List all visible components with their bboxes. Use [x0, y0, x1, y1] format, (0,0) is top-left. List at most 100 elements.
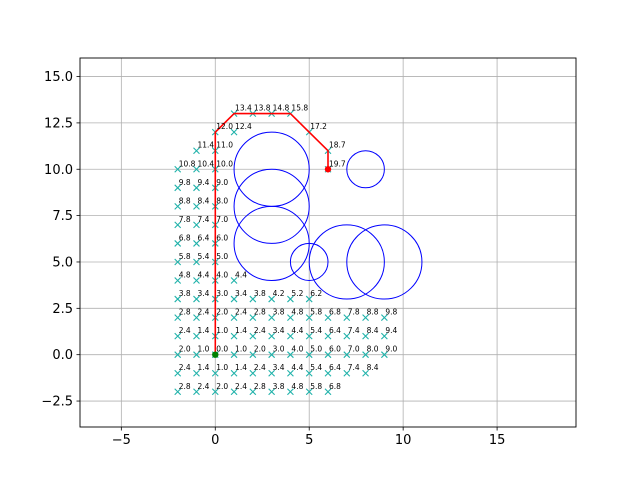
node-cost-label: 17.2 [310, 122, 327, 131]
node-marker [343, 351, 351, 359]
node-marker [380, 351, 388, 359]
node-marker [174, 388, 182, 396]
node-cost-label: 2.8 [254, 382, 266, 391]
node-cost-label: 8.4 [367, 326, 379, 335]
node-marker [287, 351, 294, 359]
node-marker [193, 295, 200, 303]
node-marker [230, 388, 238, 396]
node-cost-label: 3.8 [179, 289, 191, 298]
node-cost-label: 5.8 [179, 252, 191, 261]
node-marker [249, 295, 257, 303]
node-cost-label: 4.4 [291, 363, 303, 372]
node-cost-label: 6.4 [329, 326, 341, 335]
node-marker [305, 295, 313, 303]
node-marker [193, 258, 200, 266]
node-marker [193, 184, 200, 192]
node-cost-label: 9.8 [385, 308, 397, 317]
path-line [214, 112, 329, 355]
node-marker [268, 388, 276, 396]
planned-path [214, 112, 329, 355]
obstacle-circles [233, 131, 423, 300]
node-cost-label: 18.7 [329, 141, 346, 150]
node-marker [287, 369, 294, 377]
node-cost-label: 9.4 [197, 178, 209, 187]
y-tick-label: 7.5 [52, 209, 73, 224]
node-cost-label: 1.4 [235, 326, 247, 335]
node-cost-label: 12.4 [235, 122, 252, 131]
node-cost-label: 11.4 [197, 141, 214, 150]
start-goal-markers [212, 166, 332, 358]
node-cost-label: 0.0 [216, 345, 228, 354]
node-marker [230, 369, 238, 377]
node-marker [230, 128, 238, 136]
y-tick-label: 5.0 [52, 255, 73, 270]
node-marker [211, 369, 219, 377]
node-marker [362, 369, 369, 377]
node-cost-label: 7.0 [216, 215, 228, 224]
obstacle-circle [346, 224, 423, 300]
node-cost-label: 5.0 [216, 252, 228, 261]
node-cost-label: 5.2 [291, 289, 303, 298]
node-cost-label: 1.0 [197, 345, 209, 354]
node-cost-label: 5.4 [310, 326, 322, 335]
node-marker [174, 369, 182, 377]
node-cost-label: 6.0 [329, 345, 341, 354]
node-cost-label: 6.8 [329, 382, 341, 391]
node-marker [362, 314, 369, 321]
node-cost-label: 2.4 [254, 363, 266, 372]
node-cost-label: 9.4 [385, 326, 397, 335]
node-cost-label: 2.8 [179, 308, 191, 317]
node-cost-label: 1.4 [197, 363, 209, 372]
node-cost-label: 19.7 [329, 159, 346, 168]
y-tick-label: 12.5 [44, 116, 73, 131]
node-cost-label: 8.4 [367, 363, 379, 372]
node-marker [174, 277, 182, 284]
node-marker [305, 332, 313, 340]
x-tick-label: 10 [395, 433, 412, 448]
node-cost-label: 13.8 [254, 104, 271, 113]
axes-frame [79, 57, 577, 428]
node-cost-label: 4.8 [291, 382, 303, 391]
node-cost-label: 2.0 [254, 345, 266, 354]
node-marker [287, 314, 294, 321]
node-marker [174, 165, 182, 173]
node-marker [343, 369, 351, 377]
node-marker [193, 277, 200, 284]
x-axis: −5 0 5 10 15 [112, 427, 505, 448]
node-cost-label: 10.8 [179, 159, 196, 168]
node-cost-label: 15.8 [291, 104, 308, 113]
node-cost-label: 8.8 [367, 308, 379, 317]
node-cost-label: 9.0 [216, 178, 228, 187]
node-cost-label: 4.4 [291, 326, 303, 335]
y-tick-label: 10.0 [44, 163, 73, 178]
node-cost-label: 5.4 [197, 252, 209, 261]
node-cost-label: 4.2 [273, 289, 285, 298]
node-marker [324, 351, 332, 359]
node-marker [193, 388, 200, 396]
node-cost-label: 3.8 [273, 382, 285, 391]
obstacle-circle [346, 150, 385, 189]
node-cost-label: 5.4 [310, 363, 322, 372]
x-tick-label: 5 [305, 433, 313, 448]
node-cost-label: 6.4 [197, 233, 209, 242]
node-cost-label: 1.0 [235, 345, 247, 354]
node-cost-label: 6.0 [216, 233, 228, 242]
node-marker [249, 388, 257, 396]
node-marker [362, 351, 369, 359]
node-cost-label: 2.8 [254, 308, 266, 317]
node-marker [230, 314, 238, 321]
node-marker [249, 314, 257, 321]
node-marker [193, 369, 200, 377]
node-marker [174, 221, 182, 229]
node-cost-label: 2.4 [235, 382, 247, 391]
plot-area [80, 58, 576, 427]
node-cost-label: 2.8 [179, 382, 191, 391]
node-marker [287, 332, 294, 340]
node-marker [249, 369, 257, 377]
node-cost-label: 1.4 [197, 326, 209, 335]
node-marker [268, 295, 276, 303]
node-cost-label: 4.0 [291, 345, 303, 354]
node-cost-label: 9.8 [179, 178, 191, 187]
node-marker [193, 165, 200, 173]
node-marker [193, 221, 200, 229]
